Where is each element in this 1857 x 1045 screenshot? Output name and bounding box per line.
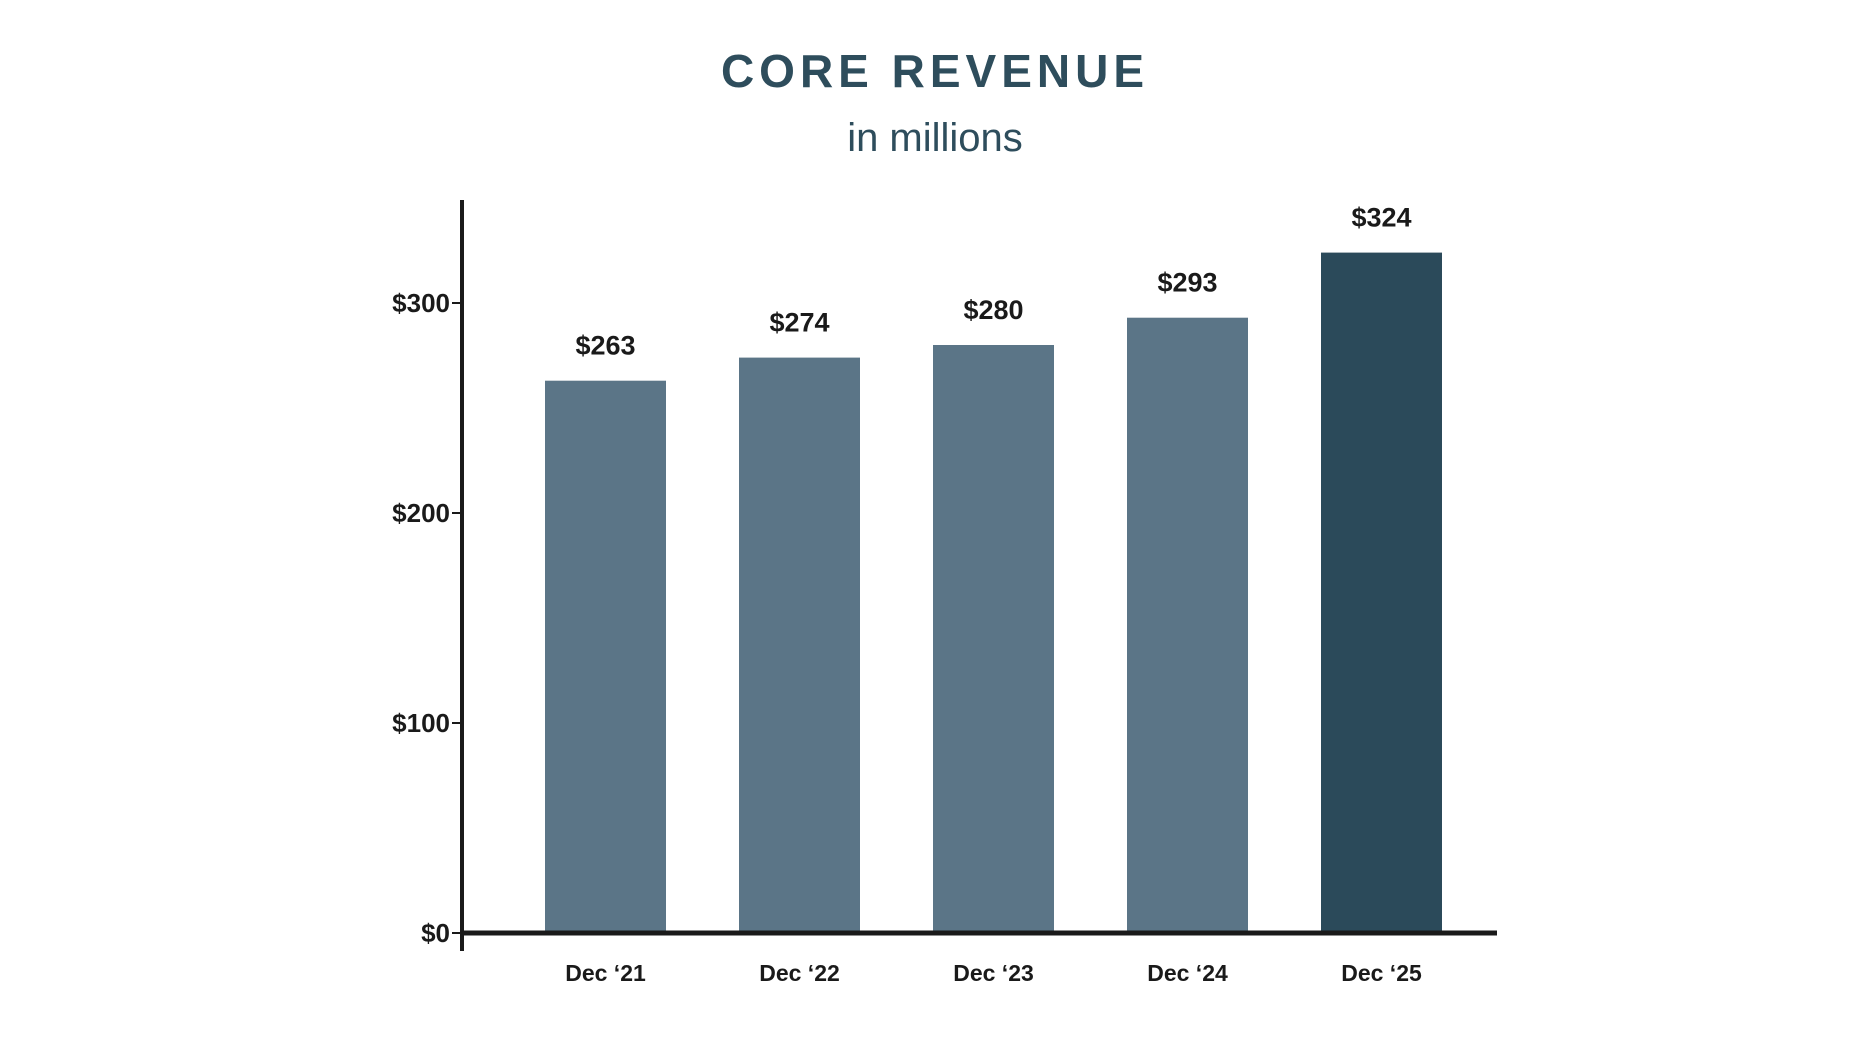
bar xyxy=(933,345,1054,933)
bar xyxy=(739,357,860,934)
chart-subtitle: in millions xyxy=(847,116,1023,160)
data-label: $263 xyxy=(575,331,635,361)
x-tick-label: Dec ‘21 xyxy=(565,960,646,986)
chart-title: CORE REVENUE xyxy=(720,45,1150,97)
y-tick-label: $300 xyxy=(392,288,450,318)
y-tick-label: $100 xyxy=(392,708,450,738)
x-tick-label: Dec ‘23 xyxy=(953,960,1034,986)
data-label: $293 xyxy=(1157,268,1217,298)
y-tick-label: $0 xyxy=(421,918,450,948)
data-label: $274 xyxy=(769,308,829,338)
data-label: $324 xyxy=(1351,203,1411,233)
data-label: $280 xyxy=(963,295,1023,325)
bar xyxy=(1321,252,1442,934)
bar xyxy=(1127,317,1248,933)
x-tick-label: Dec ‘24 xyxy=(1147,960,1228,986)
x-tick-label: Dec ‘22 xyxy=(759,960,840,986)
x-tick-label: Dec ‘25 xyxy=(1341,960,1422,986)
bar xyxy=(545,380,666,933)
y-tick-label: $200 xyxy=(392,498,450,528)
